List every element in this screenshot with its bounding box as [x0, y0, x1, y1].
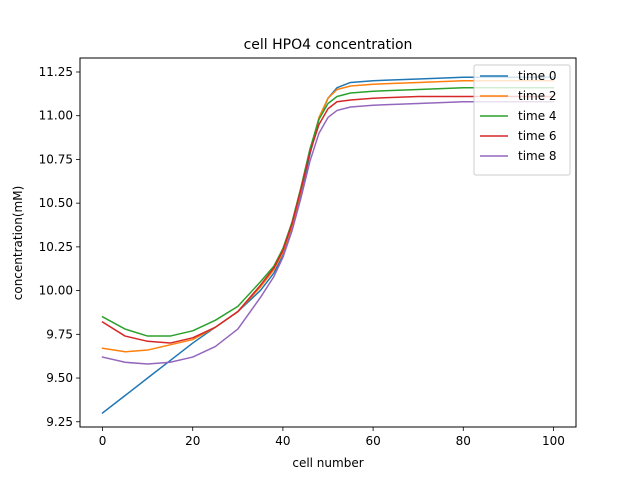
- y-tick-label: 9.25: [46, 415, 73, 429]
- y-tick-label: 9.50: [46, 371, 73, 385]
- x-tick-label: 0: [99, 434, 107, 448]
- series-layer: [101, 76, 555, 415]
- x-tick-label: 40: [275, 434, 290, 448]
- legend-label-2: time 4: [518, 109, 557, 123]
- legend-box: [473, 64, 571, 176]
- x-axis: 0 20 40 60 80 100: [99, 427, 565, 448]
- x-tick-label: 80: [456, 434, 471, 448]
- x-axis-label: cell number: [292, 456, 363, 470]
- chart-title: cell HPO4 concentration: [244, 37, 413, 53]
- series-line-4: [101, 100, 555, 365]
- series-line-3: [101, 95, 555, 344]
- y-tick-label: 10.25: [39, 240, 73, 254]
- x-tick-label: 20: [185, 434, 200, 448]
- legend-label-3: time 6: [518, 129, 557, 143]
- legend-label-1: time 2: [518, 89, 557, 103]
- y-tick-label: 10.50: [39, 196, 73, 210]
- y-tick-label: 11.00: [39, 109, 73, 123]
- y-axis: 9.25 9.50 9.75 10.00 10.25 10.50 10.75 11.00 11.…: [39, 65, 80, 429]
- y-tick-label: 10.00: [39, 284, 73, 298]
- legend: time 0 time 2 time 4 time 6 time 8: [473, 64, 571, 176]
- legend-label-4: time 8: [518, 149, 557, 163]
- legend-label-0: time 0: [518, 69, 557, 83]
- x-tick-label: 100: [542, 434, 565, 448]
- y-axis-label: concentration(mM): [11, 186, 25, 301]
- y-tick-label: 10.75: [39, 152, 73, 166]
- y-tick-label: 9.75: [46, 327, 73, 341]
- plot-frame: [79, 57, 577, 428]
- y-tick-label: 11.25: [39, 65, 73, 79]
- x-tick-label: 60: [365, 434, 380, 448]
